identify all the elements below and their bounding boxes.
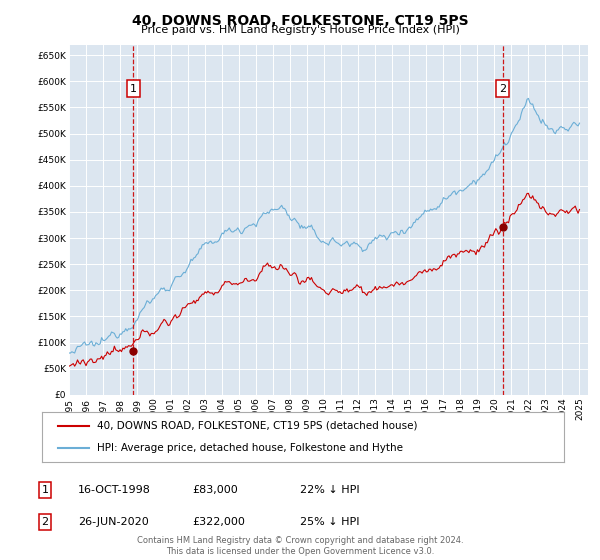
Text: 2: 2 — [499, 83, 506, 94]
Text: 1: 1 — [130, 83, 137, 94]
Text: 25% ↓ HPI: 25% ↓ HPI — [300, 517, 359, 527]
Text: 40, DOWNS ROAD, FOLKESTONE, CT19 5PS: 40, DOWNS ROAD, FOLKESTONE, CT19 5PS — [131, 14, 469, 28]
Text: 40, DOWNS ROAD, FOLKESTONE, CT19 5PS (detached house): 40, DOWNS ROAD, FOLKESTONE, CT19 5PS (de… — [97, 421, 418, 431]
Text: Price paid vs. HM Land Registry's House Price Index (HPI): Price paid vs. HM Land Registry's House … — [140, 25, 460, 35]
Text: £83,000: £83,000 — [192, 485, 238, 495]
Text: 1: 1 — [41, 485, 49, 495]
Text: HPI: Average price, detached house, Folkestone and Hythe: HPI: Average price, detached house, Folk… — [97, 443, 403, 453]
Text: 22% ↓ HPI: 22% ↓ HPI — [300, 485, 359, 495]
Text: £322,000: £322,000 — [192, 517, 245, 527]
Text: Contains HM Land Registry data © Crown copyright and database right 2024.
This d: Contains HM Land Registry data © Crown c… — [137, 536, 463, 556]
Text: 2: 2 — [41, 517, 49, 527]
Text: 26-JUN-2020: 26-JUN-2020 — [78, 517, 149, 527]
Text: 16-OCT-1998: 16-OCT-1998 — [78, 485, 151, 495]
